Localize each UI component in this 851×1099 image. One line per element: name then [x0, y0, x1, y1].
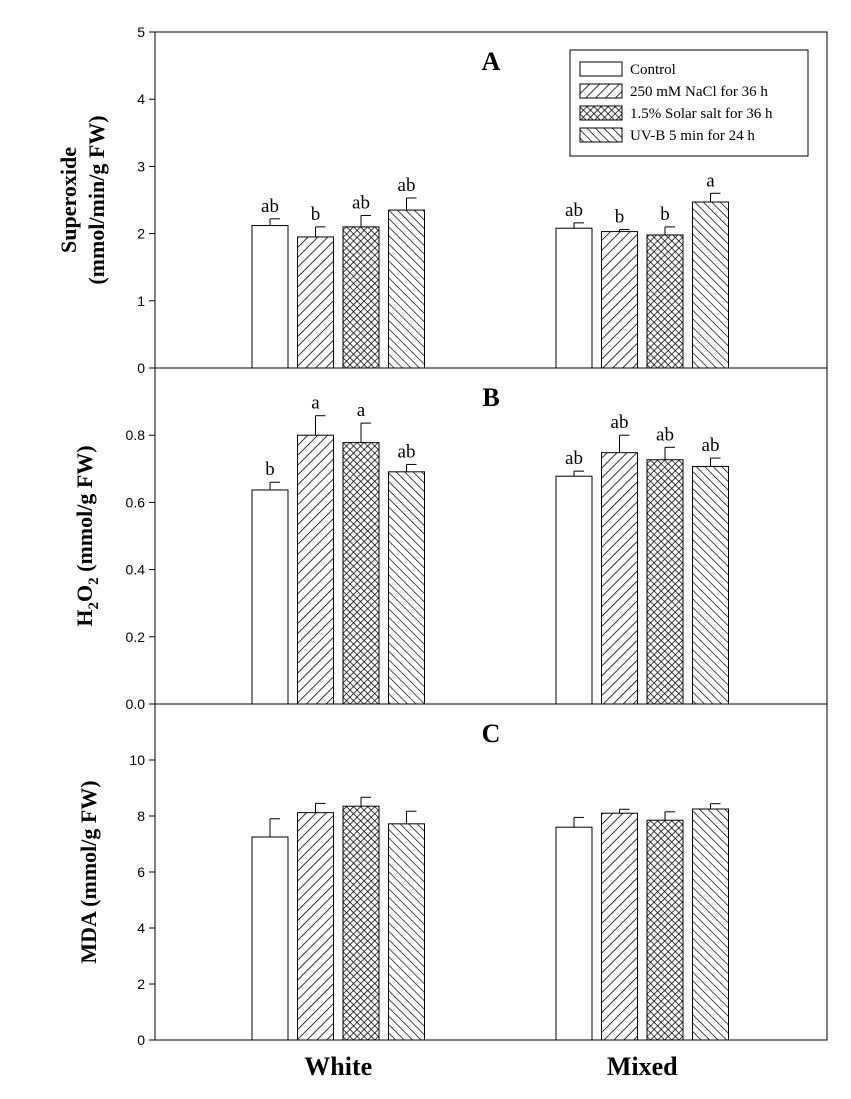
y-axis-label-line2: (mmol/min/g FW) [84, 115, 109, 284]
bar [555, 826, 593, 1041]
bar [388, 823, 425, 1041]
legend-swatch [579, 83, 623, 99]
bar [342, 226, 380, 369]
bar [601, 231, 638, 369]
panel-label: C [482, 719, 501, 748]
significance-letter: ab [261, 196, 279, 217]
y-tick-label: 0.2 [126, 629, 146, 645]
bar [297, 236, 334, 369]
bar [297, 434, 334, 705]
significance-letter: ab [702, 435, 720, 456]
y-axis-label: MDA (mmol/g FW) [76, 780, 101, 963]
significance-letter: a [357, 400, 366, 421]
panel-c: 0 2 4 6 8 10 C MDA (mmol/g FW) [76, 703, 828, 1048]
y-tick-label: 0 [137, 1032, 145, 1048]
y-tick-label: 0 [137, 360, 145, 376]
legend-swatch [579, 61, 623, 77]
significance-letter: ab [565, 200, 583, 221]
legend: Control 250 mM NaCl for 36 h 1.5% Solar sa… [569, 49, 809, 157]
bar [692, 465, 729, 705]
legend-label: 250 mM NaCl for 36 h [630, 84, 768, 100]
y-tick-label: 3 [137, 158, 145, 174]
significance-letter: ab [656, 424, 674, 445]
x-category-label: Mixed [607, 1052, 678, 1081]
y-axis-label: H2O2 (mmol/g FW) [72, 445, 102, 626]
panel-label: A [482, 47, 501, 76]
y-axis-label-part: (mmol/g FW) [72, 445, 97, 577]
y-tick-label: 4 [137, 91, 145, 107]
significance-letter: b [615, 207, 625, 228]
bar [601, 812, 638, 1041]
significance-letter: a [706, 170, 715, 191]
significance-letter: ab [398, 175, 416, 196]
bar [692, 808, 729, 1041]
y-tick-label: 2 [137, 976, 145, 992]
bar [251, 489, 289, 705]
significance-letter: b [311, 204, 321, 225]
y-tick-label: 0.4 [126, 562, 146, 578]
bar [251, 836, 289, 1041]
significance-letter: b [265, 459, 275, 480]
bar [692, 201, 729, 369]
panel-label: B [482, 383, 499, 412]
bar [388, 471, 425, 705]
legend-swatch [579, 127, 623, 143]
bar [646, 459, 684, 705]
y-axis-label-part: H [72, 609, 97, 626]
bar [251, 225, 289, 369]
legend-swatch [579, 105, 623, 121]
y-tick-label: 0.0 [126, 696, 146, 712]
significance-letter: a [311, 393, 320, 414]
y-tick-label: 5 [137, 24, 145, 40]
bar [555, 227, 593, 369]
bar [601, 452, 638, 705]
y-tick-label: 0.8 [126, 427, 146, 443]
y-tick-label: 1 [137, 293, 145, 309]
y-tick-label: 10 [129, 752, 145, 768]
bar [342, 805, 380, 1041]
significance-letter: ab [398, 441, 416, 462]
y-axis-label-subscript: 2 [86, 577, 102, 585]
y-tick-label: 2 [137, 226, 145, 242]
y-tick-label: 0.6 [126, 494, 146, 510]
y-tick-label: 8 [137, 808, 145, 824]
legend-label: 1.5% Solar salt for 36 h [630, 106, 773, 122]
bar [646, 819, 684, 1041]
y-axis-label-line1: Superoxide [56, 147, 81, 253]
x-category-label: White [304, 1052, 372, 1081]
significance-letter: b [660, 204, 670, 225]
y-tick-label: 4 [137, 920, 145, 936]
y-axis-label-subscript: 2 [86, 602, 102, 610]
bar [646, 234, 684, 369]
y-axis-label-part: O [72, 585, 97, 602]
bar [297, 812, 334, 1041]
bar [388, 209, 425, 369]
bar [555, 475, 593, 705]
legend-label: Control [630, 62, 676, 78]
bar [342, 442, 380, 705]
significance-letter: ab [565, 448, 583, 469]
significance-letter: ab [352, 192, 370, 213]
y-tick-label: 6 [137, 864, 145, 880]
significance-letter: ab [611, 412, 629, 433]
legend-label: UV-B 5 min for 24 h [630, 128, 755, 144]
